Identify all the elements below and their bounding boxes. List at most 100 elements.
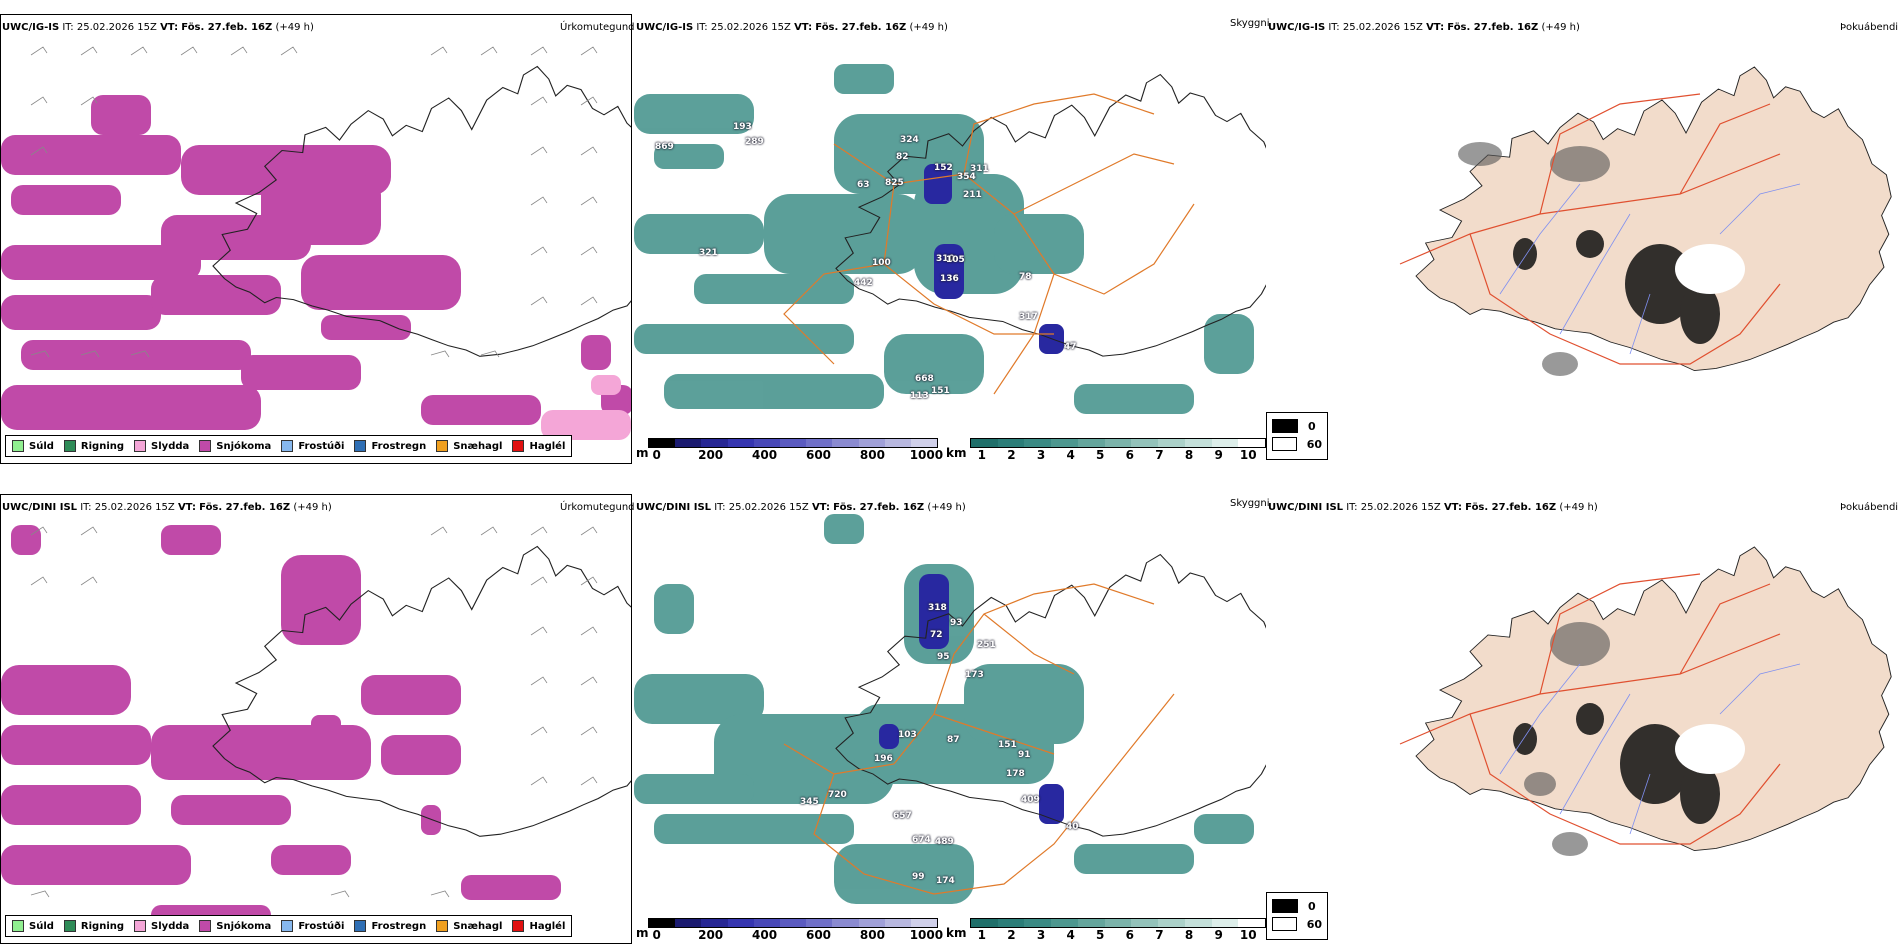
precip-legend-label: Haglél [529,920,566,932]
cloud-base-value: 318 [928,603,947,613]
colorbar-tick: 9 [1214,928,1223,942]
colorbar-cell [832,919,859,927]
precip-title-top: UWC/IG-IS IT: 25.02.2026 15Z VT: Fös. 27… [2,22,314,33]
colorbar-tick: 6 [1125,448,1135,462]
cloud-base-value: 136 [940,274,959,284]
precip-legend-label: Frostregn [371,920,427,932]
colorbar-tick: 400 [752,928,778,942]
precip-legend-item: Frostúði [281,440,344,452]
cloud-base-value: 47 [1064,342,1077,352]
colorbar-cell [971,919,998,927]
roads [783,93,1195,395]
fog-grey-areas [1524,622,1610,856]
colorbar-cell [649,919,676,927]
colorbar-tick: 8 [1184,448,1194,462]
visibility-areas [634,64,1254,414]
precip-legend-item: Snæhagl [436,920,502,932]
precip-legend-label: Frostregn [371,440,427,452]
cloud-base-value: 103 [898,730,917,740]
colorbar-cell [1104,919,1132,927]
visibility-ticks-bottom: 1 2 3 4 5 6 7 8 9 10 [970,928,1266,942]
precip-legend-item: Snæhagl [436,440,502,452]
colorbar-cell [1158,439,1185,447]
cloud-map-bottom [634,514,1266,904]
cloud-base-value: 668 [915,374,934,384]
cloud-base-value: 151 [998,740,1017,750]
colorbar-cell [1051,919,1078,927]
precip-legend-swatch [199,440,212,452]
precip-legend-swatch [134,920,147,932]
cloud-map-top [634,64,1266,414]
precip-legend-swatch [354,440,367,452]
precip-legend-item: Frostregn [354,440,426,452]
cloud-base-value: 100 [872,258,891,268]
colorbar-cell [1131,439,1159,447]
colorbar-cell [1238,919,1266,927]
fog-legend-row: 60 [1272,915,1322,933]
colorbar-cell [1024,439,1052,447]
visibility-colorbar-cells-top [970,438,1266,448]
colorbar-cell [779,919,807,927]
cloud-base-value: 78 [1019,272,1032,282]
cloud-label-bottom: Skyggni [1230,498,1270,509]
colorbar-tick: 8 [1184,928,1194,942]
precip-legend-item: Haglél [512,440,565,452]
cloud-base-value: 251 [977,640,996,650]
fog-map-panel-top [1300,34,1900,444]
colorbar-tick: 1 [977,928,987,942]
colorbar-tick: 1000 [909,448,944,462]
fog-legend-swatch [1272,419,1298,433]
precip-legend-swatch [512,440,525,452]
fog-legend-label: 60 [1306,917,1322,931]
visibility-unit-bottom: km [946,926,967,940]
precip-legend-label: Súld [29,920,54,932]
precip-legend-swatch [12,920,24,932]
precip-legend-swatch [436,920,449,932]
precip-legend-item: Snjókoma [199,920,271,932]
colorbar-cell [1184,919,1212,927]
precip-legend-label: Slydda [151,920,190,932]
precip-legend-label: Frostúði [298,440,345,452]
fog-title-bottom: UWC/DINI ISL IT: 25.02.2026 15Z VT: Fös.… [1268,502,1598,513]
colorbar-tick: 600 [805,448,832,462]
colorbar-tick: 7 [1155,928,1164,942]
colorbar-cell [675,439,702,447]
colorbar-cell [858,919,885,927]
precip-legend-label: Snjókoma [216,440,272,452]
precip-legend-item: Haglél [512,920,565,932]
colorbar-tick: 2 [1007,928,1016,942]
visibility-colorbar-bottom: 1 2 3 4 5 6 7 8 9 10 [970,918,1266,942]
precip-map-panel-bottom: Súld Rigning Slydda Snjókoma Frostúði Frostre… [0,494,632,944]
cloud-base-value: 211 [963,190,982,200]
colorbar-cell [675,919,702,927]
colorbar-cell [1131,919,1159,927]
colorbar-tick: 0 [652,448,661,462]
colorbar-tick: 10 [1239,928,1257,942]
colorbar-cell [1184,439,1212,447]
colorbar-tick: 200 [698,928,724,942]
colorbar-cell [727,919,754,927]
precip-legend-swatch [199,920,212,932]
fog-white-area [1675,244,1745,294]
cloud-base-value: 174 [936,876,955,886]
colorbar-cell [1077,439,1105,447]
fog-title-top: UWC/IG-IS IT: 25.02.2026 15Z VT: Fös. 27… [1268,22,1580,33]
fog-legend-label: 0 [1308,899,1316,913]
fog-land [1415,66,1892,372]
visibility-ticks-top: 1 2 3 4 5 6 7 8 9 10 [970,448,1266,462]
colorbar-tick: 7 [1155,448,1164,462]
colorbar-tick: 3 [1036,928,1046,942]
colorbar-cell [832,439,859,447]
fog-label-bottom: Þokuábendi [1840,502,1899,513]
cloud-base-value: 321 [699,248,718,258]
precip-legend-label: Snæhagl [453,920,503,932]
fog-map-top [1399,66,1892,376]
wind-barbs [30,526,598,898]
cloud-base-unit-bottom: m [636,926,649,940]
fog-land [1415,546,1892,852]
colorbar-tick: 5 [1096,448,1105,462]
precip-legend-label: Rigning [80,920,125,932]
colorbar-tick: 600 [805,928,832,942]
cloud-base-value: 324 [900,135,919,145]
fog-legend-label: 0 [1308,419,1316,433]
